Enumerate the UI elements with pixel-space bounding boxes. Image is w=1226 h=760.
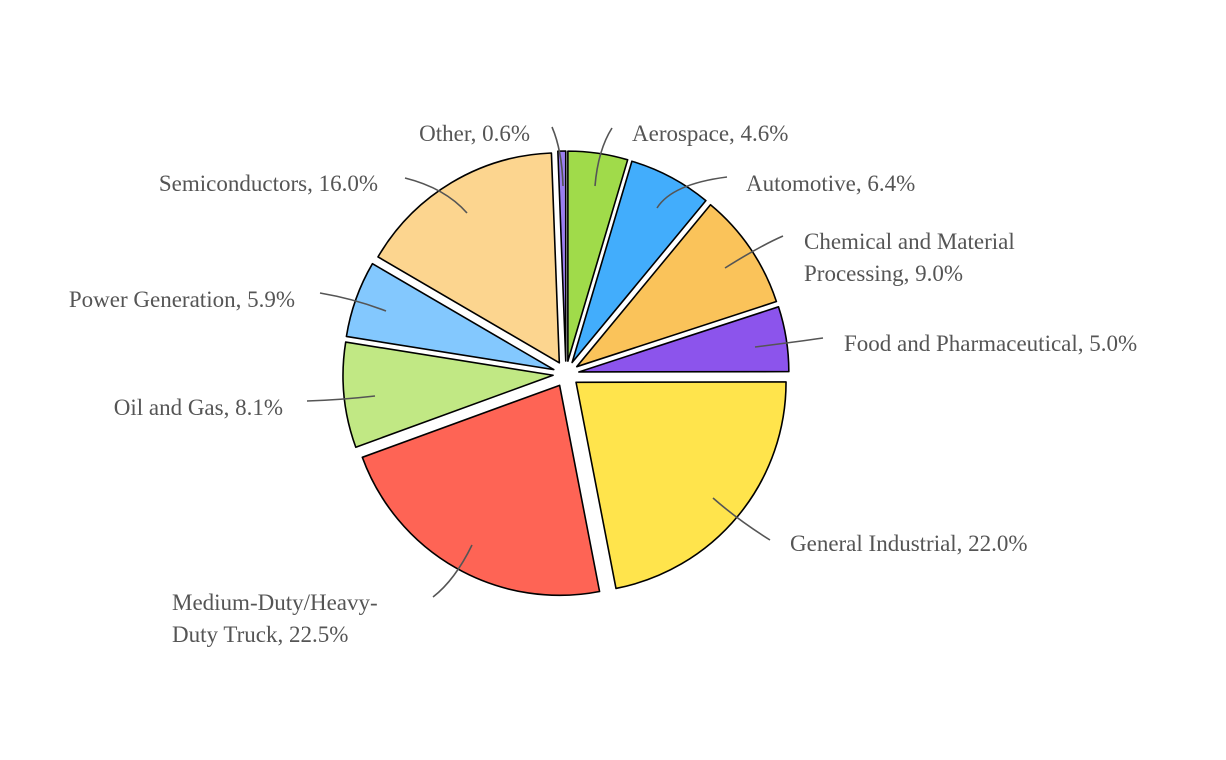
slice-label-1: Aerospace, 4.6% (632, 121, 788, 146)
slice-label-8: Power Generation, 5.9% (69, 287, 295, 312)
leader-line-9 (404, 177, 468, 214)
slice-label-3: Chemical and Material Processing, 9.0% (804, 229, 1015, 286)
slice-label-line: Oil and Gas, 8.1% (114, 395, 283, 420)
leader-line-2 (656, 176, 728, 209)
pie-slice-5 (575, 381, 787, 590)
slice-label-line: Automotive, 6.4% (746, 171, 915, 196)
leader-line-6 (432, 544, 473, 598)
pie-slice-10 (557, 150, 567, 362)
slice-label-line: Semiconductors, 16.0% (159, 171, 378, 196)
slice-label-line: Other, 0.6% (419, 121, 530, 146)
slice-label-line: Chemical and Material (804, 229, 1015, 254)
slice-label-line: General Industrial, 22.0% (790, 531, 1028, 556)
slice-label-line: Medium-Duty/Heavy- (172, 590, 378, 615)
slice-label-line: Duty Truck, 22.5% (172, 622, 348, 647)
pie-slice-8 (345, 262, 555, 371)
pie-slice-9 (377, 152, 561, 364)
pie-slice-2 (571, 160, 707, 364)
leader-line-8 (319, 292, 387, 312)
pie-slice-7 (342, 341, 554, 449)
leader-lines-layer (306, 126, 824, 598)
slices-layer (342, 150, 790, 597)
slice-label-line: Processing, 9.0% (804, 261, 963, 286)
leader-line-1 (594, 127, 613, 187)
leader-line-5 (712, 497, 771, 541)
slice-label-5: General Industrial, 22.0% (790, 531, 1028, 556)
slice-label-line: Food and Pharmaceutical, 5.0% (844, 331, 1137, 356)
slice-label-line: Power Generation, 5.9% (69, 287, 295, 312)
leader-line-7 (306, 395, 376, 402)
pie-slice-1 (567, 150, 629, 362)
slice-label-2: Automotive, 6.4% (746, 171, 915, 196)
labels-layer: Aerospace, 4.6% Automotive, 6.4% Chemical … (69, 121, 1137, 647)
slice-label-9: Semiconductors, 16.0% (159, 171, 378, 196)
pie-slice-3 (575, 203, 778, 368)
slice-label-7: Oil and Gas, 8.1% (114, 395, 283, 420)
slice-label-line: Aerospace, 4.6% (632, 121, 788, 146)
leader-line-10 (551, 126, 564, 187)
pie-slice-4 (578, 306, 790, 373)
pie-slice-6 (361, 384, 601, 597)
leader-line-3 (724, 235, 784, 269)
slice-label-4: Food and Pharmaceutical, 5.0% (844, 331, 1137, 356)
slice-label-6: Medium-Duty/Heavy- Duty Truck, 22.5% (172, 590, 378, 647)
slice-label-10: Other, 0.6% (419, 121, 530, 146)
leader-line-4 (754, 337, 824, 348)
